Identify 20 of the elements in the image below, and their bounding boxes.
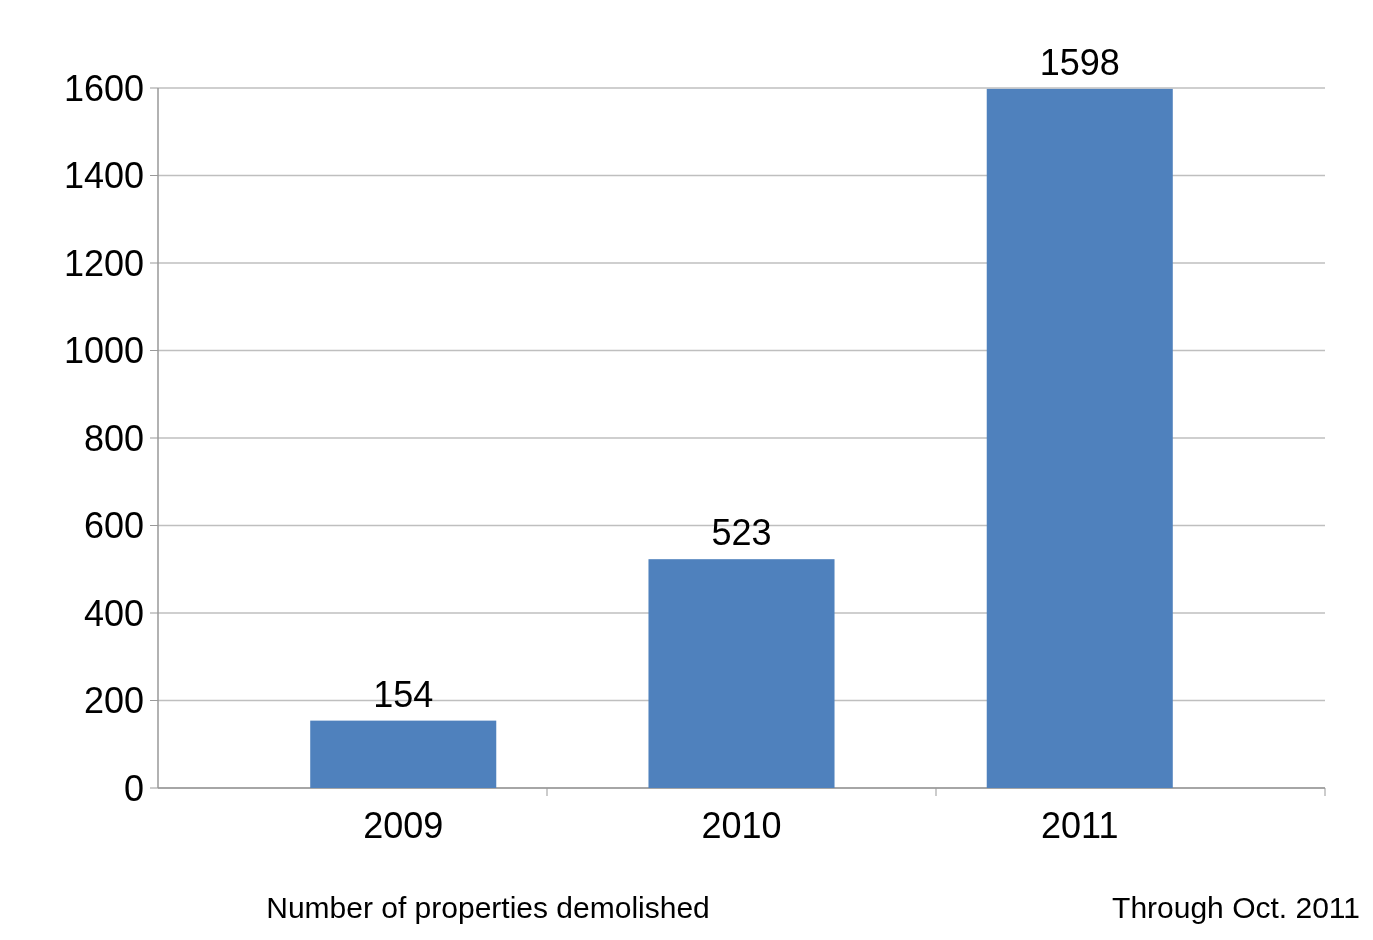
x-tick-label: 2010 — [701, 805, 782, 846]
data-label: 154 — [373, 673, 434, 715]
text: Through Oct. 2011 — [1112, 891, 1360, 924]
y-tick-label: 800 — [83, 417, 144, 459]
y-tick-label: 1200 — [63, 242, 144, 284]
y-tick-label: 200 — [83, 680, 144, 722]
bar — [310, 720, 497, 788]
x-axis-title: Number of properties demolished — [266, 891, 710, 924]
y-tick-label: 1000 — [63, 330, 144, 372]
x-tick-label: 2011 — [1041, 805, 1119, 846]
y-tick-label: 600 — [83, 505, 144, 547]
bar — [648, 559, 835, 788]
y-tick-label: 400 — [83, 592, 144, 634]
data-label: 523 — [711, 512, 772, 554]
data-label: 1598 — [1039, 41, 1120, 83]
x-tick-label: 2009 — [363, 805, 444, 846]
bar — [986, 88, 1173, 788]
y-tick-label: 1600 — [63, 67, 144, 109]
y-tick-label: 1400 — [63, 155, 144, 197]
y-tick-label: 0 — [123, 767, 144, 809]
